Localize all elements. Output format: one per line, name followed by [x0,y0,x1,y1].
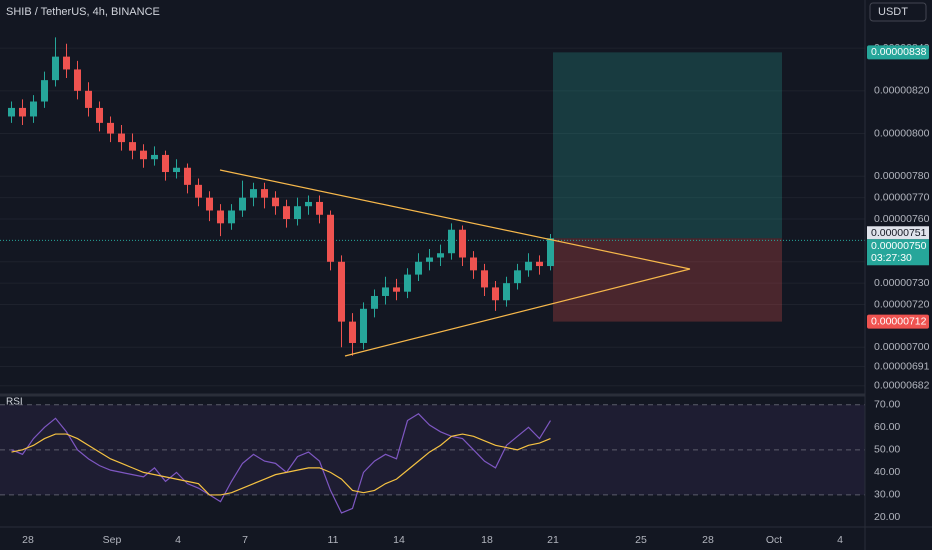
y-tick-label: 0.00000682 [874,380,930,392]
candle-body [415,261,422,275]
candle-body [8,107,15,117]
y-tick-label: 0.00000780 [874,170,930,182]
candle-body [371,295,378,309]
x-tick-label: 7 [242,534,248,546]
x-tick-label: Oct [766,534,782,546]
y-tick-label: 0.00000760 [874,213,930,225]
stop-label-bg [867,314,929,329]
trendline-upper [219,169,691,270]
candle-body [250,189,257,198]
y-tick-label: 0.00000800 [874,127,930,139]
y-tick-label: 0.00000770 [874,191,930,203]
candle-body [74,69,81,91]
x-tick-label: 11 [328,534,339,546]
candle-body [228,210,235,224]
candle-body [85,90,92,108]
take-profit-zone [553,52,782,239]
candle-body [316,201,323,215]
x-tick-label: 28 [22,534,34,546]
x-tick-label: Sep [103,534,122,546]
candle-body [547,238,554,267]
candle-body [448,229,455,254]
y-tick-label: 0.00000691 [874,360,930,372]
x-tick-label: 28 [702,534,714,546]
currency-button[interactable] [869,2,927,22]
candle-body [184,167,191,185]
candle-body [41,80,48,102]
candle-body [118,133,125,143]
entry-label-bg [867,226,929,240]
candle-body [536,261,543,267]
rsi-tick-label: 70.00 [874,399,900,411]
x-tick-label: 18 [481,534,493,546]
candle-body [63,56,70,70]
candle-body [514,270,521,284]
currency-label[interactable]: USDT [878,6,908,18]
rsi-title: RSI [6,397,23,408]
x-tick-label: 14 [393,534,405,546]
candle-body [239,197,246,211]
y-tick-label: 0.00000700 [874,341,930,353]
candle-body [404,274,411,292]
x-tick-label: 4 [837,534,843,546]
x-tick-label: 21 [547,534,559,546]
candle-body [459,229,466,258]
rsi-tick-label: 30.00 [874,489,900,501]
chart-title: SHIB / TetherUS, 4h, BINANCE [6,6,160,18]
x-tick-label: 4 [175,534,181,546]
stop-label: 0.00000712 [871,315,927,327]
target-label-bg [867,45,929,60]
candle-body [283,206,290,220]
candle-body [338,261,345,322]
candle-body [349,321,356,343]
countdown: 03:27:30 [871,252,912,264]
last-price-bg [867,239,929,266]
candle-body [481,270,488,288]
x-tick-label: 25 [635,534,647,546]
candle-body [525,261,532,271]
candle-body [360,308,367,343]
candle-body [129,142,136,151]
rsi-line [11,413,552,514]
candle-body [305,201,312,207]
candle-body [261,189,268,198]
entry-label: 0.00000751 [871,227,927,239]
candle-body [173,167,180,173]
y-tick-label: 0.00000820 [874,85,930,97]
candle-body [382,287,389,296]
candle-body [206,197,213,211]
candle-body [52,56,59,81]
y-tick-label: 0.00000720 [874,298,930,310]
candle-body [19,107,26,117]
candle-body [107,122,114,134]
candle-body [162,154,169,173]
candle-body [272,197,279,207]
rsi-tick-label: 40.00 [874,466,900,478]
candle-body [393,287,400,292]
y-tick-label: 0.00000730 [874,277,930,289]
candle-body [470,257,477,271]
candle-body [492,287,499,301]
candle-body [96,107,103,123]
candle-body [217,210,224,224]
candle-body [327,214,334,262]
candle-body [195,184,202,198]
candle-body [426,257,433,262]
candle-body [151,154,158,160]
rsi-tick-label: 60.00 [874,421,900,433]
candle-body [294,206,301,220]
trendline-lower [344,268,691,357]
stop-loss-zone [553,238,782,322]
candle-body [437,253,444,258]
candle-body [503,283,510,301]
candle-body [140,150,147,160]
rsi-line [11,433,551,496]
candle-body [30,101,37,117]
target-label: 0.00000838 [871,46,927,58]
rsi-tick-label: 20.00 [874,511,900,523]
rsi-tick-label: 50.00 [874,444,900,456]
last-price-label: 0.00000750 [871,240,927,252]
